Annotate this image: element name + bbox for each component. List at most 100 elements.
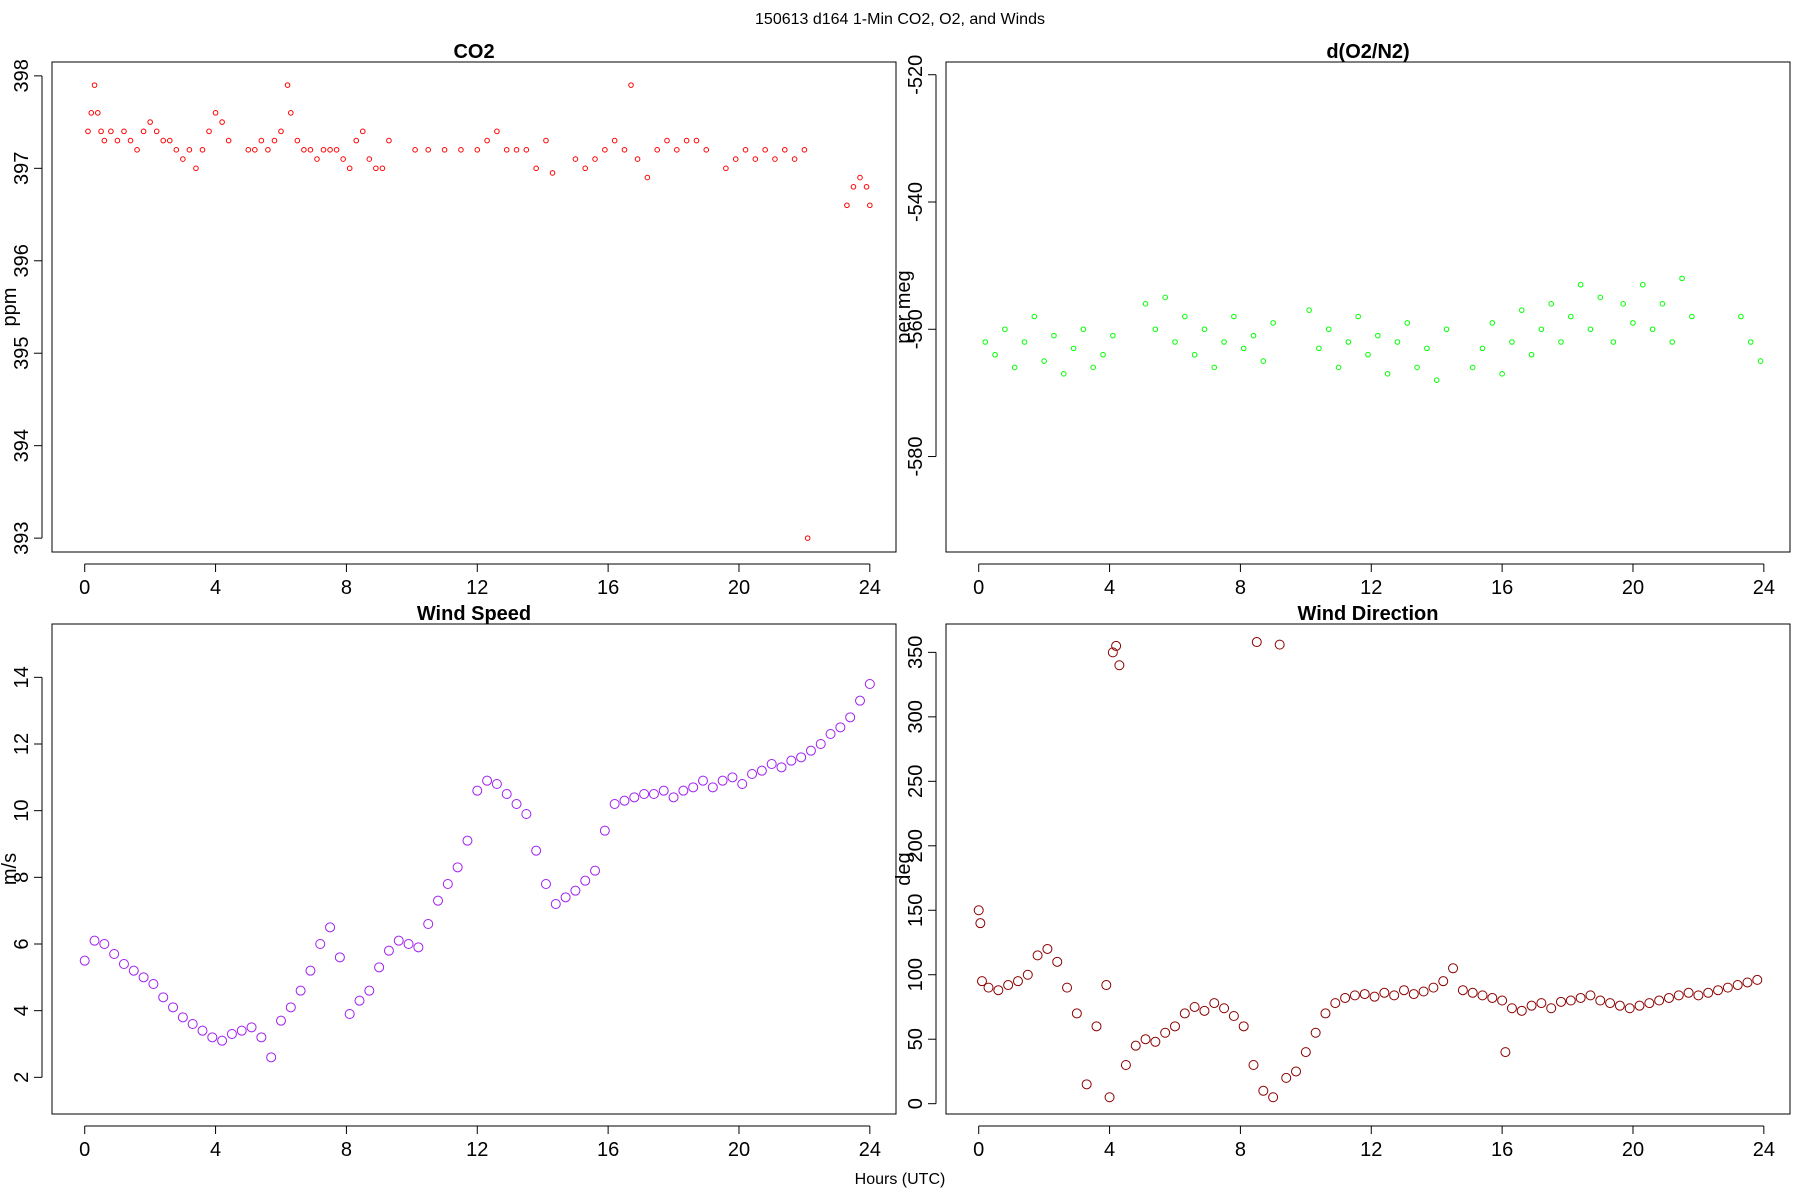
wspd-title: Wind Speed — [417, 603, 531, 625]
o2n2-data-point — [1375, 332, 1381, 339]
co2-data-point — [379, 165, 386, 172]
wspd-data-point — [629, 792, 640, 803]
wspd-data-point — [118, 959, 129, 969]
o2n2-data-point — [1528, 351, 1535, 358]
o2n2-data-point — [1538, 326, 1545, 333]
wdir-x-tick-label: 20 — [1622, 1139, 1644, 1161]
wspd-data-point — [639, 789, 650, 799]
wspd-data-point — [168, 1002, 179, 1013]
o2n2-data-point — [1191, 351, 1198, 358]
wspd-data-point — [511, 799, 522, 809]
wdir-data-point — [1398, 985, 1409, 996]
co2-data-point — [294, 137, 301, 144]
wspd-data-point — [776, 762, 787, 773]
o2n2-x-tick-label: 20 — [1622, 577, 1644, 599]
wspd-data-point — [737, 779, 748, 789]
wdir-data-point — [1012, 976, 1023, 987]
o2n2-data-point — [1325, 326, 1332, 333]
wspd-data-point — [393, 935, 404, 946]
wdir-data-point — [1683, 987, 1694, 998]
o2n2-data-point — [1162, 294, 1168, 301]
wspd-data-point — [187, 1019, 198, 1029]
o2n2-data-point — [1335, 364, 1342, 371]
o2n2-data-point — [1182, 313, 1188, 320]
o2n2-data-point — [1201, 326, 1208, 333]
wspd-data-point — [246, 1022, 257, 1033]
co2-data-point — [346, 165, 353, 172]
wdir-data-point — [1248, 1060, 1259, 1070]
co2-data-point — [857, 174, 863, 181]
co2-data-point — [674, 147, 680, 153]
co2-data-point — [127, 137, 134, 144]
wdir-data-point — [1228, 1011, 1239, 1021]
co2-data-point — [140, 128, 147, 135]
co2-data-point — [863, 184, 870, 190]
co2-data-point — [742, 147, 749, 153]
wdir-data-point — [1359, 989, 1370, 1000]
co2-data-point — [533, 165, 539, 172]
wdir-ylabel: deg — [893, 852, 915, 885]
wspd-data-point — [796, 752, 807, 763]
o2n2-data-point — [1250, 332, 1257, 339]
wdir-data-point — [1274, 639, 1285, 650]
wdir-data-point — [1644, 998, 1655, 1009]
o2n2-data-point — [1679, 275, 1685, 282]
wdir-data-point — [1189, 1001, 1200, 1012]
o2n2-data-point — [992, 351, 998, 358]
co2-y-tick-label: 393 — [11, 521, 33, 554]
wdir-data-point — [993, 985, 1004, 996]
co2-data-point — [193, 165, 199, 172]
wdir-data-point — [1300, 1047, 1311, 1058]
co2-data-point — [801, 147, 808, 153]
wdir-data-point — [1506, 1003, 1517, 1014]
wdir-data-point — [1379, 987, 1390, 998]
wdir-x-tick-label: 4 — [1104, 1139, 1115, 1161]
co2-data-point — [474, 147, 481, 153]
o2n2-data-point — [1424, 345, 1430, 352]
wdir-data-point — [1251, 637, 1262, 648]
co2-x-tick-label: 12 — [466, 577, 488, 599]
wspd-data-point — [835, 722, 846, 733]
o2n2-x-tick-label: 16 — [1491, 577, 1513, 599]
co2-data-point — [683, 137, 690, 144]
o2n2-data-point — [1414, 364, 1420, 371]
wspd-x-tick-label: 4 — [210, 1139, 221, 1161]
o2n2-data-point — [1499, 371, 1505, 377]
o2n2-data-point — [1355, 313, 1361, 320]
co2-data-point — [503, 147, 510, 153]
wspd-data-point — [334, 952, 345, 963]
wspd-x-tick-label: 8 — [341, 1139, 352, 1161]
wdir-data-point — [1104, 1092, 1115, 1103]
wspd-data-point — [148, 979, 159, 989]
wdir-data-point — [1091, 1021, 1102, 1032]
co2-data-point — [301, 147, 307, 153]
co2-data-point — [582, 165, 589, 172]
wdir-y-tick-label: 200 — [905, 829, 927, 862]
wspd-y-tick-label: 14 — [11, 666, 33, 688]
wdir-data-point — [1556, 996, 1567, 1007]
wdir-data-point — [1209, 998, 1220, 1009]
wdir-data-point — [1268, 1092, 1279, 1103]
co2-data-point — [611, 137, 618, 144]
o2n2-data-point — [1620, 301, 1626, 307]
wspd-x-tick-label: 24 — [859, 1139, 881, 1161]
wdir-data-point — [1101, 980, 1112, 991]
co2-data-point — [258, 137, 265, 144]
wdir-data-point — [1071, 1008, 1082, 1019]
o2n2-data-point — [1110, 332, 1116, 339]
co2-data-point — [278, 128, 284, 135]
wdir-y-tick-label: 50 — [905, 1028, 927, 1050]
wdir-data-point — [1140, 1034, 1151, 1045]
o2n2-data-point — [1404, 320, 1411, 326]
o2n2-plot-frame — [945, 61, 1791, 553]
co2-data-point — [693, 137, 700, 144]
o2n2-y-tick-label: -560 — [905, 309, 927, 349]
wspd-y-tick-label: 2 — [11, 1072, 33, 1083]
wspd-data-point — [364, 985, 375, 996]
co2-data-point — [762, 147, 768, 153]
wdir-y-tick-label: 0 — [905, 1098, 927, 1109]
o2n2-x-tick-label: 0 — [973, 577, 984, 599]
wspd-data-point — [197, 1025, 208, 1036]
co2-y-tick-label: 397 — [11, 152, 33, 185]
wspd-data-point — [158, 992, 169, 1003]
